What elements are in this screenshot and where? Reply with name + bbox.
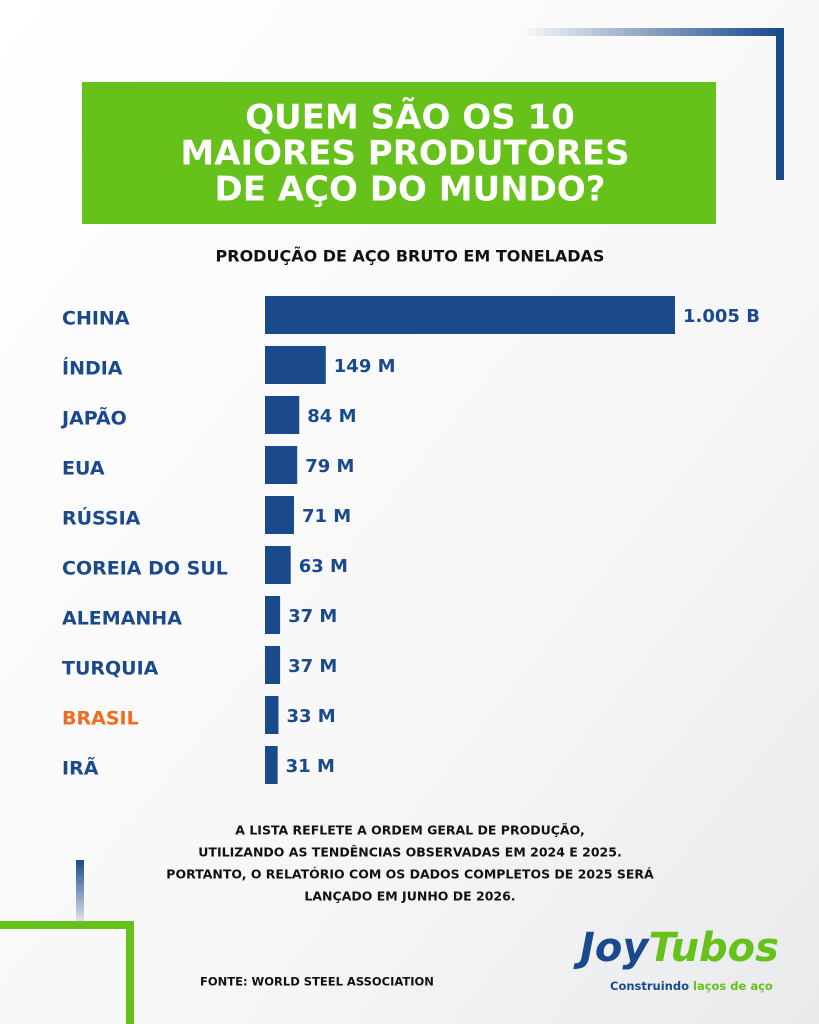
note: PORTANTO, O RELATÓRIO COM OS DADOS COMPL… xyxy=(166,867,654,882)
category-label: JAPÃO xyxy=(60,406,127,430)
category-label: BRASIL xyxy=(62,708,139,730)
value-label: 79 M xyxy=(305,456,354,477)
tagline-part: laços de aço xyxy=(693,979,773,993)
subtitle: PRODUÇÃO DE AÇO BRUTO EM TONELADAS xyxy=(216,247,605,266)
value-label: 84 M xyxy=(307,406,356,427)
bar xyxy=(265,296,675,334)
bar xyxy=(265,346,326,384)
bar xyxy=(265,746,278,784)
value-label: 33 M xyxy=(286,706,335,727)
brand-part: Tubos xyxy=(648,925,779,971)
note: A LISTA REFLETE A ORDEM GERAL DE PRODUÇÃ… xyxy=(235,823,584,838)
category-label: COREIA DO SUL xyxy=(62,558,228,580)
value-label: 31 M xyxy=(286,756,335,777)
value-label: 71 M xyxy=(302,506,351,527)
tagline-part: Construindo xyxy=(610,979,689,993)
note: LANÇADO EM JUNHO DE 2026. xyxy=(304,889,515,904)
bar xyxy=(265,596,281,634)
decor-line xyxy=(520,28,784,180)
brand-part: Joy xyxy=(573,925,650,971)
category-label: RÚSSIA xyxy=(62,506,141,530)
category-label: CHINA xyxy=(62,308,130,330)
value-label: 37 M xyxy=(288,656,337,677)
bar xyxy=(265,446,298,484)
bar xyxy=(265,696,279,734)
note: UTILIZANDO AS TENDÊNCIAS OBSERVADAS EM 2… xyxy=(198,845,621,860)
bar xyxy=(265,646,281,684)
bar xyxy=(265,396,300,434)
category-label: TURQUIA xyxy=(62,658,159,680)
bar xyxy=(265,546,291,584)
source: FONTE: WORLD STEEL ASSOCIATION xyxy=(200,975,434,989)
value-label: 37 M xyxy=(288,606,337,627)
category-label: IRÃ xyxy=(62,756,99,780)
title: QUEM SÃO OS 10 xyxy=(245,97,575,138)
title: DE AÇO DO MUNDO? xyxy=(215,170,606,210)
title: MAIORES PRODUTORES xyxy=(180,134,629,174)
category-label: ÍNDIA xyxy=(62,357,123,380)
title-box xyxy=(82,82,716,224)
category-label: EUA xyxy=(62,458,105,480)
bar xyxy=(265,496,294,534)
decor-line xyxy=(0,860,84,934)
value-label: 149 M xyxy=(334,356,396,377)
category-label: ALEMANHA xyxy=(62,608,182,630)
brand-name: JoyTubos xyxy=(573,925,779,971)
brand-tagline: Construindo laços de aço xyxy=(610,979,773,993)
value-label: 1.005 B xyxy=(683,306,760,327)
decor-line xyxy=(0,921,134,1024)
value-label: 63 M xyxy=(299,556,348,577)
